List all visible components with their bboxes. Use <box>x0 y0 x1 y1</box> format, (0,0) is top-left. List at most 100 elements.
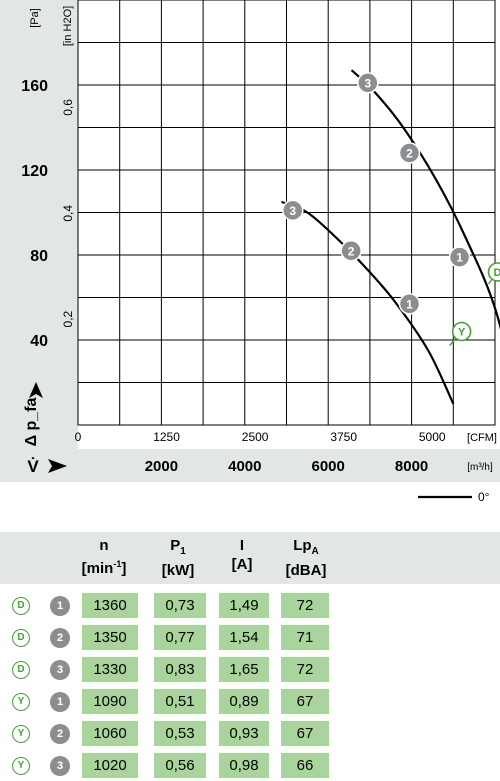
mode-badge: Y <box>12 757 30 775</box>
m3h-tick-label: 8000 <box>395 458 428 475</box>
table-row: Y 2 1060 0,53 0,93 67 <box>0 721 500 747</box>
curve-Y <box>281 200 455 405</box>
col-header-n: n [min-1] <box>78 536 130 578</box>
m3h-unit-label: [m³/h] <box>467 462 493 473</box>
cfm-tick-label: 5000 <box>419 430 446 444</box>
operating-point-badge: 1 <box>50 692 70 712</box>
mode-badge: Y <box>12 693 30 711</box>
table-row: D 3 1330 0,83 1,65 72 <box>0 657 500 683</box>
cell-i: 1,65 <box>219 657 269 682</box>
curve-label-ring <box>451 321 472 342</box>
operating-point-label: 3 <box>289 204 296 218</box>
m3h-tick-label: 2000 <box>145 458 178 475</box>
operating-point-Y1: 1 <box>398 293 421 315</box>
cell-i: 0,98 <box>219 753 269 778</box>
cfm-tick-label: 0 <box>75 430 82 444</box>
cell-p1: 0,83 <box>154 657 206 682</box>
table-row: D 1 1360 0,73 1,49 72 <box>0 593 500 619</box>
pa-tick-label: 40 <box>30 333 48 350</box>
y-axis-title: Δ p_fa <box>23 397 40 446</box>
operating-point-marker <box>340 240 362 262</box>
operating-point-badge: 3 <box>50 756 70 776</box>
col-lpa-label: LpA <box>293 537 319 557</box>
cell-lpa: 66 <box>281 753 329 778</box>
col-i-unit: [A] <box>231 556 253 573</box>
table-row: Y 1 1090 0,51 0,89 67 <box>0 689 500 715</box>
pa-tick-label: 80 <box>30 248 48 265</box>
cell-i: 0,89 <box>219 689 269 714</box>
y-axis-arrow-icon <box>29 382 43 398</box>
cfm-unit-label: [CFM] <box>467 432 497 444</box>
table-row: D 2 1350 0,77 1,54 71 <box>0 625 500 651</box>
cell-p1: 0,51 <box>154 689 206 714</box>
operating-point-D3: 3 <box>357 72 379 94</box>
col-lpa-unit: [dBA] <box>285 562 327 579</box>
cell-lpa: 67 <box>281 721 329 746</box>
cell-n: 1330 <box>82 657 138 682</box>
inh2o-unit-label: [in H2O] <box>62 6 74 46</box>
inh2o-tick-label: 0,4 <box>61 205 75 222</box>
operating-point-badge: 2 <box>50 724 70 744</box>
col-header-i: I [A] <box>224 536 260 574</box>
table-row: Y 3 1020 0,56 0,98 66 <box>0 753 500 779</box>
pa-unit-label: [Pa] <box>29 8 41 28</box>
plot-frame <box>77 0 496 426</box>
pa-tick-label: 120 <box>21 163 48 180</box>
mode-badge: D <box>12 661 30 679</box>
cell-i: 1,49 <box>219 593 269 618</box>
cfm-tick-label: 1250 <box>153 430 180 444</box>
operating-point-label: 2 <box>406 147 413 161</box>
operating-point-label: 3 <box>364 76 371 90</box>
inh2o-tick-label: 0,2 <box>61 310 75 327</box>
cell-lpa: 67 <box>281 689 329 714</box>
cell-n: 1360 <box>82 593 138 618</box>
cell-p1: 0,73 <box>154 593 206 618</box>
operating-point-label: 2 <box>348 244 355 258</box>
operating-point-badge: 1 <box>50 596 70 616</box>
cell-p1: 0,56 <box>154 753 206 778</box>
curve-label-Y: Y <box>449 321 472 346</box>
operating-point-badge: 2 <box>50 628 70 648</box>
operating-point-D2: 2 <box>398 142 421 164</box>
col-n-label: n <box>99 537 109 554</box>
cell-n: 1350 <box>82 625 138 650</box>
operating-point-badge: 3 <box>50 660 70 680</box>
col-p1-unit: [kW] <box>161 562 195 579</box>
col-p1-label: P1 <box>170 537 186 557</box>
mode-badge: D <box>12 629 30 647</box>
cell-n: 1020 <box>82 753 138 778</box>
col-n-unit: [min-1] <box>81 559 127 577</box>
mode-badge: Y <box>12 725 30 743</box>
curve-label-text: Y <box>458 327 466 339</box>
cell-p1: 0,53 <box>154 721 206 746</box>
operating-point-label: 1 <box>406 297 413 311</box>
m3h-tick-label: 6000 <box>312 458 345 475</box>
m3h-tick-label: 4000 <box>228 458 261 475</box>
cfm-tick-label: 3750 <box>330 430 357 444</box>
pa-tick-label: 160 <box>21 78 48 95</box>
curve-label-ring <box>487 262 500 282</box>
col-i-label: I <box>239 537 245 554</box>
table-header: n [min-1] P1 [kW] I [A] LpA [dBA] <box>0 532 500 584</box>
cell-i: 0,93 <box>219 721 269 746</box>
cell-lpa: 71 <box>281 625 329 650</box>
col-header-p1: P1 [kW] <box>152 536 204 580</box>
cell-n: 1060 <box>82 721 138 746</box>
curve-label-text: D <box>494 267 500 279</box>
operating-point-Y2: 2 <box>340 240 362 262</box>
cell-lpa: 72 <box>281 593 329 618</box>
operating-point-marker <box>398 142 421 164</box>
flow-axis-strip <box>0 449 500 482</box>
operating-point-marker <box>357 72 379 94</box>
operating-point-D1: 1 <box>448 246 471 268</box>
cell-n: 1090 <box>82 689 138 714</box>
cell-p1: 0,77 <box>154 625 206 650</box>
col-header-lpa: LpA [dBA] <box>280 536 332 580</box>
cfm-tick-label: 2500 <box>242 430 269 444</box>
operating-point-Y3: 3 <box>282 199 304 222</box>
operating-point-marker <box>282 199 304 222</box>
cell-lpa: 72 <box>281 657 329 682</box>
curve-label-D: D <box>487 262 500 285</box>
flow-axis-title: V̇ <box>27 457 39 476</box>
